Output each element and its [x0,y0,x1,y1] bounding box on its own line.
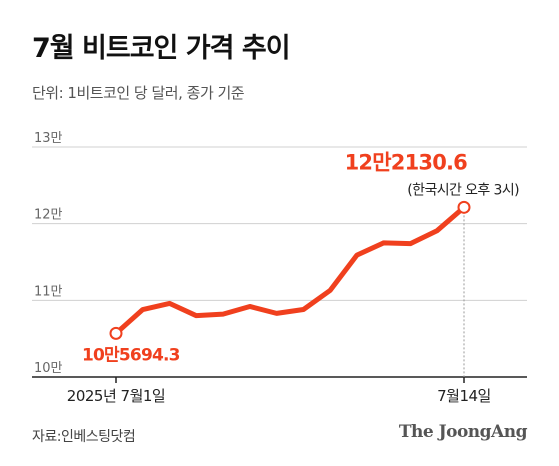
y-tick-labels: 13만 12만 11만 10만 [34,131,63,376]
start-point-marker [109,326,123,340]
end-value-label: 12만2130.6 [345,150,468,174]
y-tick-label: 12만 [34,208,63,223]
series-layer [109,200,471,340]
chart-title: 7월 비트코인 가격 추이 [32,33,291,64]
y-tick-label: 13만 [34,131,63,146]
annotation-layer: 10만5694.3 12만2130.6 (한국시간 오후 3시) [82,150,520,365]
x-tick-label: 2025년 7월1일 [67,387,165,405]
source-label: 자료:인베스팅닷컴 [32,429,136,445]
end-time-note: (한국시간 오후 3시) [407,182,519,198]
start-value-label: 10만5694.3 [82,345,180,365]
x-tick-label: 7월14일 [437,387,491,405]
y-tick-label: 11만 [34,284,63,299]
unit-label: 단위: 1비트코인 당 달러, 종가 기준 [32,84,245,102]
price-series-line [113,204,467,336]
end-point-marker [457,200,471,214]
brand-logo: The JoongAng [398,422,528,442]
y-tick-label: 10만 [34,361,63,376]
x-axis: 2025년 7월1일 7월14일 [32,207,527,405]
